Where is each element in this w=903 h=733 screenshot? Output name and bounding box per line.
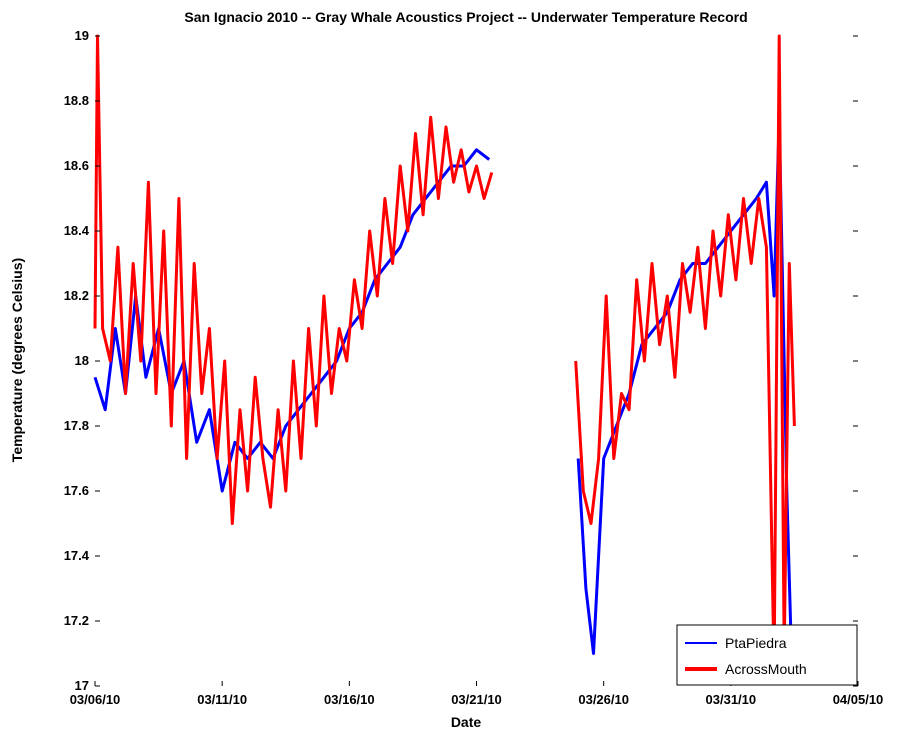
x-tick-label: 03/26/10	[578, 692, 629, 707]
chart-title: San Ignacio 2010 -- Gray Whale Acoustics…	[184, 9, 747, 25]
series-line-ptapiedra-segment-2	[576, 115, 794, 670]
series-layer	[93, 34, 796, 672]
x-tick-label: 03/06/10	[70, 692, 121, 707]
y-tick-label: 18	[75, 353, 89, 368]
y-tick-label: 17.4	[64, 548, 90, 563]
series-line-acrossmouth-segment-1	[93, 34, 494, 525]
x-tick-label: 04/05/10	[833, 692, 884, 707]
y-tick-label: 18.6	[64, 158, 89, 173]
y-tick-label: 18.4	[64, 223, 90, 238]
series-line-acrossmouth-segment-2	[574, 34, 796, 672]
legend-label-ptapiedra: PtaPiedra	[725, 635, 787, 651]
x-tick-label: 03/11/10	[197, 692, 247, 707]
y-tick-label: 17.8	[64, 418, 89, 433]
y-tick-label: 18.8	[64, 93, 89, 108]
y-tick-label: 17.6	[64, 483, 89, 498]
y-tick-label: 19	[75, 28, 89, 43]
x-tick-label: 03/31/10	[706, 692, 757, 707]
x-tick-label: 03/21/10	[451, 692, 502, 707]
legend-box	[676, 624, 858, 686]
legend-label-acrossmouth: AcrossMouth	[725, 661, 807, 677]
x-tick-label: 03/16/10	[324, 692, 375, 707]
y-axis: 17 17.2 17.4 17.6 17.8 18 18.2 18.4 18.6 18.8 19	[64, 28, 858, 693]
y-tick-label: 17	[75, 678, 89, 693]
x-axis: 03/06/10 03/11/10 03/16/10 03/21/10 03/26/10…	[70, 681, 884, 707]
y-tick-label: 18.2	[64, 288, 89, 303]
y-tick-label: 17.2	[64, 613, 89, 628]
y-axis-label: Temperature (degrees Celsius)	[9, 258, 25, 462]
x-axis-label: Date	[451, 714, 482, 730]
legend: PtaPiedra AcrossMouth	[676, 624, 858, 686]
